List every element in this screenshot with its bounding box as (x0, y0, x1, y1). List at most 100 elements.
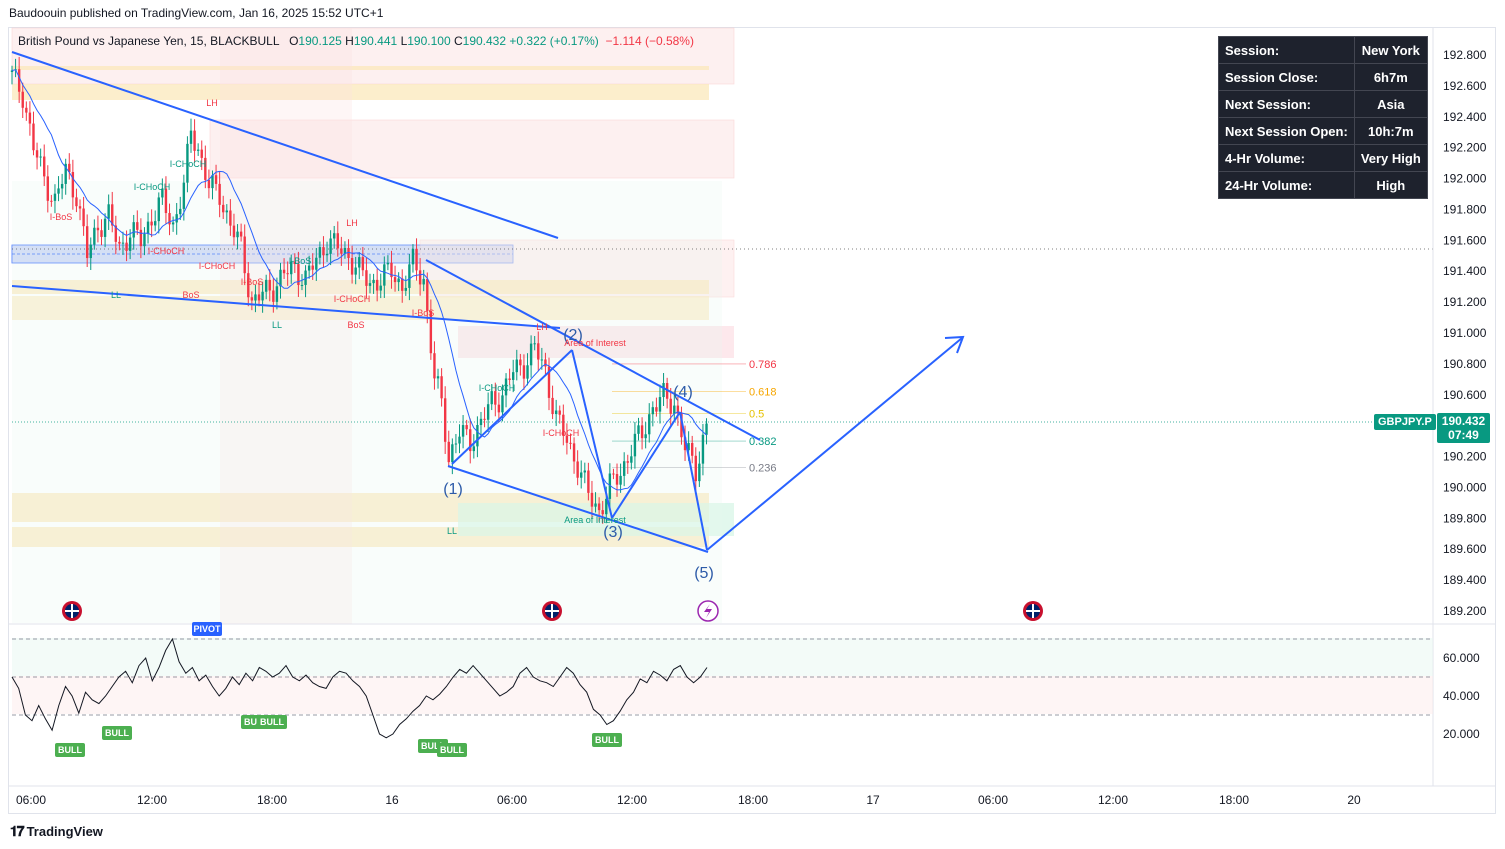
symbol-legend[interactable]: British Pound vs Japanese Yen, 15, BLACK… (18, 34, 694, 48)
candle-body (300, 284, 304, 286)
candle-body (196, 149, 200, 151)
candle-body (465, 425, 468, 430)
channel-top (425, 259, 761, 441)
candle-body (100, 230, 103, 237)
oscillator-marker: BULL (55, 743, 85, 757)
trend-lines[interactable] (11, 51, 965, 553)
candle-body (587, 470, 590, 493)
oscillator-axis[interactable]: 60.000 40.000 20.000 (1443, 651, 1480, 741)
structure-label: LL (111, 290, 121, 300)
zone-label: Area of Interest (564, 338, 626, 348)
candle-body (522, 365, 526, 379)
chart-labels: (1) (2) (3) (4) (5) LH I-CHoCH I-CHoCH I-BoS I-CH… (50, 98, 714, 582)
candle-body (57, 188, 60, 194)
impulse-1-2 (451, 349, 573, 465)
candle-body (651, 407, 655, 415)
chart-frame (8, 27, 1496, 814)
candle-body (622, 461, 626, 476)
session-value: 6h7m (1353, 63, 1428, 91)
wave-label: (1) (443, 481, 463, 498)
candle-body (125, 242, 128, 251)
fib-label: 0.786 (749, 359, 777, 371)
candle-body (329, 238, 332, 254)
projection-arrowhead (944, 335, 965, 354)
candle-body (529, 343, 533, 366)
candle-body (655, 407, 658, 412)
price-axis[interactable]: 192.800 192.600 192.400 192.200 192.000 191.8… (1443, 48, 1487, 618)
candle-body (286, 273, 289, 275)
event-icons[interactable] (62, 600, 1043, 622)
candle-body (691, 442, 694, 456)
oscillator-tick-label: 60.000 (1443, 651, 1480, 665)
structure-label: BoS (182, 290, 199, 300)
candle-body (136, 222, 139, 230)
table-row: Next Session: Asia (1218, 90, 1428, 118)
candle-body (146, 221, 150, 234)
upper-trendline (11, 51, 559, 239)
tradingview-logo[interactable]: 𝟏𝟕 TradingView (10, 823, 103, 840)
candle-body (318, 247, 322, 258)
candle-body (612, 473, 615, 475)
session-value: New York (1353, 36, 1428, 64)
candle-body (451, 444, 454, 463)
candle-body (333, 233, 336, 239)
candle-body (512, 372, 515, 380)
oscillator-marker-box (102, 726, 132, 740)
candle-body (554, 410, 558, 415)
price-tick-label: 192.600 (1443, 79, 1487, 93)
candle-body (497, 404, 501, 413)
candle-body (275, 286, 279, 302)
candle-body (247, 273, 250, 298)
oscillator-marker-box (192, 622, 222, 636)
candle-body (207, 179, 211, 189)
price-tick-label: 191.800 (1443, 202, 1487, 216)
candle-body (590, 492, 594, 507)
candle-body (189, 130, 193, 144)
publisher-line: Baudoouin published on TradingView.com, … (9, 6, 384, 20)
candle-body (633, 433, 637, 457)
candle-body (476, 425, 479, 447)
table-row: Session: New York (1218, 36, 1428, 64)
wave-label: (4) (673, 384, 693, 401)
candle-body (562, 414, 565, 436)
oscillator-marker-label: BULL (595, 735, 619, 745)
session-label: Next Session Open: (1218, 117, 1355, 145)
candle-body (232, 225, 236, 238)
candle-body (361, 257, 365, 271)
candle-body (218, 183, 221, 205)
candle-body (640, 425, 644, 439)
candle-body (168, 213, 171, 225)
candle-body (347, 247, 350, 259)
candle-body (161, 188, 164, 198)
candle-body (239, 231, 243, 237)
time-axis[interactable]: 06:00 12:00 18:00 16 06:00 12:00 18:00 17 06:00 1… (16, 793, 1361, 807)
structure-label: I-BoS (50, 212, 73, 222)
candle-body (415, 248, 418, 271)
structure-label: I-CHoCH (334, 294, 371, 304)
candle-body (107, 204, 110, 219)
candle-body (39, 156, 42, 158)
candle-body (10, 70, 14, 72)
structure-label: I-CHoCH (170, 159, 207, 169)
candle-body (404, 287, 407, 291)
candle-body (426, 278, 429, 311)
candle-body (103, 218, 107, 237)
uk-flag-icon (1023, 601, 1043, 621)
price-tick-label: 189.200 (1443, 604, 1487, 618)
candle-body (615, 474, 619, 485)
candle-body (68, 163, 71, 173)
candle-body (71, 172, 75, 198)
candle-body (379, 285, 382, 291)
candle-body (243, 236, 246, 274)
candle-body (383, 264, 386, 286)
structure-label: LH (346, 218, 358, 228)
oscillator-marker-box (257, 715, 287, 729)
time-tick-label: 16 (385, 793, 399, 807)
candle-body (325, 253, 329, 256)
candle-body (225, 210, 228, 213)
price-tick-label: 189.400 (1443, 573, 1487, 587)
time-tick-label: 20 (1347, 793, 1361, 807)
candle-body (694, 455, 697, 482)
